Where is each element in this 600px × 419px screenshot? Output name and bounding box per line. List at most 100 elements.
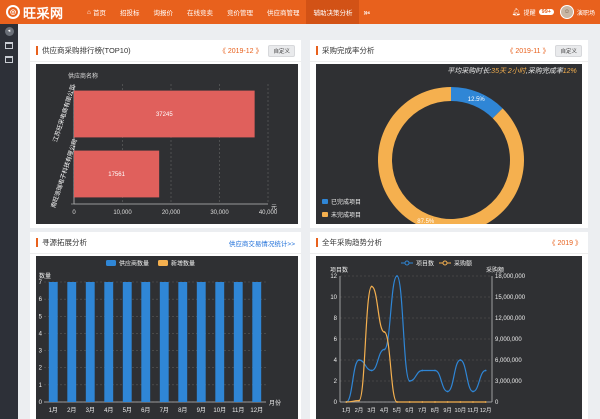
period-selector[interactable]: 《 2019 》 — [548, 239, 582, 247]
tick-label-x: 10月 — [455, 407, 467, 414]
panel-title: 供应商采购排行榜(TOP10) — [42, 46, 131, 55]
legend-swatch — [322, 199, 328, 204]
user-name[interactable]: 演职场 — [576, 10, 595, 17]
tick-label-y: 6 — [39, 297, 43, 303]
tick-label-x: 3月 — [86, 407, 95, 414]
bell-icon[interactable]: 🔔︎ — [511, 9, 521, 16]
tick-label-x: 5月 — [123, 407, 132, 414]
tick-label-y-left: 2 — [334, 379, 338, 385]
tick-label-x: 1月 — [342, 407, 351, 414]
tick-label-y-left: 0 — [334, 400, 338, 406]
home-icon: ⌂ — [87, 8, 91, 16]
customize-button[interactable]: 自定义 — [555, 44, 582, 57]
sidebar-item-list[interactable] — [0, 38, 18, 52]
sidebar-item-report[interactable] — [0, 52, 18, 66]
bar-供应商数量-1 — [67, 282, 77, 402]
series-line-采购额 — [346, 285, 486, 403]
nav-item-decision-analysis[interactable]: 辅助决策分析 — [306, 0, 360, 24]
bar-供应商数量-10 — [233, 282, 243, 402]
tick-label-y: 0 — [39, 400, 43, 406]
legend-label: 已完成项目 — [331, 198, 361, 206]
tick-label-x: 9月 — [197, 407, 206, 414]
data-point-采购额-1 — [358, 399, 360, 402]
data-point-采购额-9 — [459, 401, 462, 403]
trend-chart: 项目数 采购额 项目数 采购额 0 2 4 6 8 10 12 0 3,000,000 6,000,000… — [316, 256, 582, 419]
axis-label-y-right: 采购额 — [486, 266, 504, 274]
tick-label-x: 7月 — [418, 407, 427, 414]
nav-item-tender[interactable]: 招投标 — [113, 0, 147, 24]
tick-label-x: 10,000 — [113, 210, 132, 216]
bar-供应商数量-7 — [178, 282, 188, 402]
tick-label-x: 3月 — [367, 407, 376, 414]
data-point-采购额-6 — [421, 401, 424, 403]
data-point-采购额-2 — [370, 285, 373, 288]
data-point-采购额-8 — [446, 401, 449, 403]
notice-label[interactable]: 提醒 — [523, 10, 536, 17]
bar-供应商数量-3 — [104, 282, 114, 402]
nav-more-count: 6 — [367, 9, 371, 15]
data-point-项目数-3 — [383, 348, 386, 351]
donut-slice-0 — [451, 87, 503, 119]
period-selector[interactable]: 《 2019-11 》 — [506, 47, 550, 55]
data-point-项目数-4 — [396, 275, 398, 277]
tick-label-y: 7 — [39, 280, 43, 286]
legend-label: 未完成项目 — [331, 211, 361, 219]
tick-label-x: 8月 — [178, 407, 187, 414]
tick-label-y-left: 6 — [334, 337, 338, 343]
data-point-采购额-0 — [345, 401, 348, 403]
bar-1 — [74, 150, 160, 198]
data-point-项目数-2 — [370, 369, 373, 372]
nav-item-online-auction[interactable]: 在线竞卖 — [180, 0, 220, 24]
nav-more-button[interactable]: » 6 — [359, 0, 374, 24]
slice-label: 12.5% — [468, 97, 486, 103]
tick-label-y-left: 8 — [334, 316, 338, 322]
nav-item-home[interactable]: ⌂ 首页 — [80, 0, 113, 24]
tick-label-x: 2月 — [355, 407, 364, 414]
tick-label-y-right: 12,000,000 — [495, 316, 526, 322]
tick-label-x: 0 — [72, 210, 76, 216]
title-part: 12% — [563, 68, 577, 75]
supplier-stats-link[interactable]: 供应商交易情况统计>> — [228, 240, 295, 248]
completion-svg: 平均采购时长:35天 2小时,采购完成率12% 12.5% 87.5% 已完成项目未完… — [322, 67, 577, 224]
top-right-tools: 🔔︎ 提醒 99+ ☺ 演职场 — [512, 5, 600, 19]
logo-text: 旺采网 — [23, 6, 64, 22]
chart-title: 平均采购时长:35天 2小时,采购完成率12% — [447, 67, 577, 75]
axis-label-y: 供应商名称 — [68, 72, 98, 80]
axis-label-x: 月份 — [269, 399, 281, 407]
title-part: ,采购完成率 — [526, 67, 564, 75]
panel-title: 全年采购趋势分析 — [322, 238, 382, 247]
title-part: 2小时 — [506, 67, 527, 75]
sourcing-chart: 供应商数量 新增数量 数量 0 1 2 3 4 5 6 7 1月 2月 3月 4月 5月 6月 7月 8月 9月 10月… — [36, 256, 298, 419]
customize-button[interactable]: 自定义 — [268, 44, 295, 57]
data-point-采购额-7 — [434, 401, 436, 403]
tick-label-x: 30,000 — [210, 210, 229, 216]
nav-item-bid-management[interactable]: 竞价管理 — [220, 0, 260, 24]
tick-label-y-right: 18,000,000 — [495, 274, 526, 280]
avatar[interactable]: ☺ — [559, 5, 574, 19]
bar-供应商数量-9 — [215, 282, 225, 402]
period-selector[interactable]: 《 2019-12 》 — [218, 47, 263, 55]
tick-label-x: 5月 — [393, 407, 402, 414]
sidebar-collapse-button[interactable]: ◂ — [0, 24, 18, 38]
nav-label: 招投标 — [119, 10, 140, 17]
data-point-项目数-10 — [472, 390, 474, 393]
tick-label-x: 12月 — [250, 407, 263, 414]
panel-title: 采购完成率分析 — [322, 46, 375, 55]
supplier-rank-chart: 供应商名称 0 10,000 20,000 30,000 40,000 元 37245 江苏旺采… — [36, 64, 298, 224]
nav-label: 在线竞卖 — [186, 10, 213, 17]
tick-label-y: 5 — [39, 314, 43, 320]
legend-marker — [442, 260, 448, 266]
bar-供应商数量-2 — [85, 282, 95, 402]
logo[interactable]: ◎ 旺采网 — [0, 0, 70, 24]
data-label: 37245 — [156, 112, 173, 118]
bar-供应商数量-5 — [141, 282, 151, 402]
data-point-采购额-3 — [383, 331, 386, 333]
nav-item-quote[interactable]: 询报价 — [146, 0, 180, 24]
panel-title: 寻源拓展分析 — [42, 238, 87, 247]
panel-header: 供应商采购排行榜(TOP10) 《 2019-12 》 自定义 — [30, 40, 301, 62]
nav-item-supplier-management[interactable]: 供应商管理 — [260, 0, 307, 24]
main-nav: ⌂ 首页 招投标 询报价 在线竞卖 竞价管理 供应商管理 辅助决策分析 » 6 — [80, 0, 374, 24]
nav-label: 辅助决策分析 — [313, 10, 353, 17]
